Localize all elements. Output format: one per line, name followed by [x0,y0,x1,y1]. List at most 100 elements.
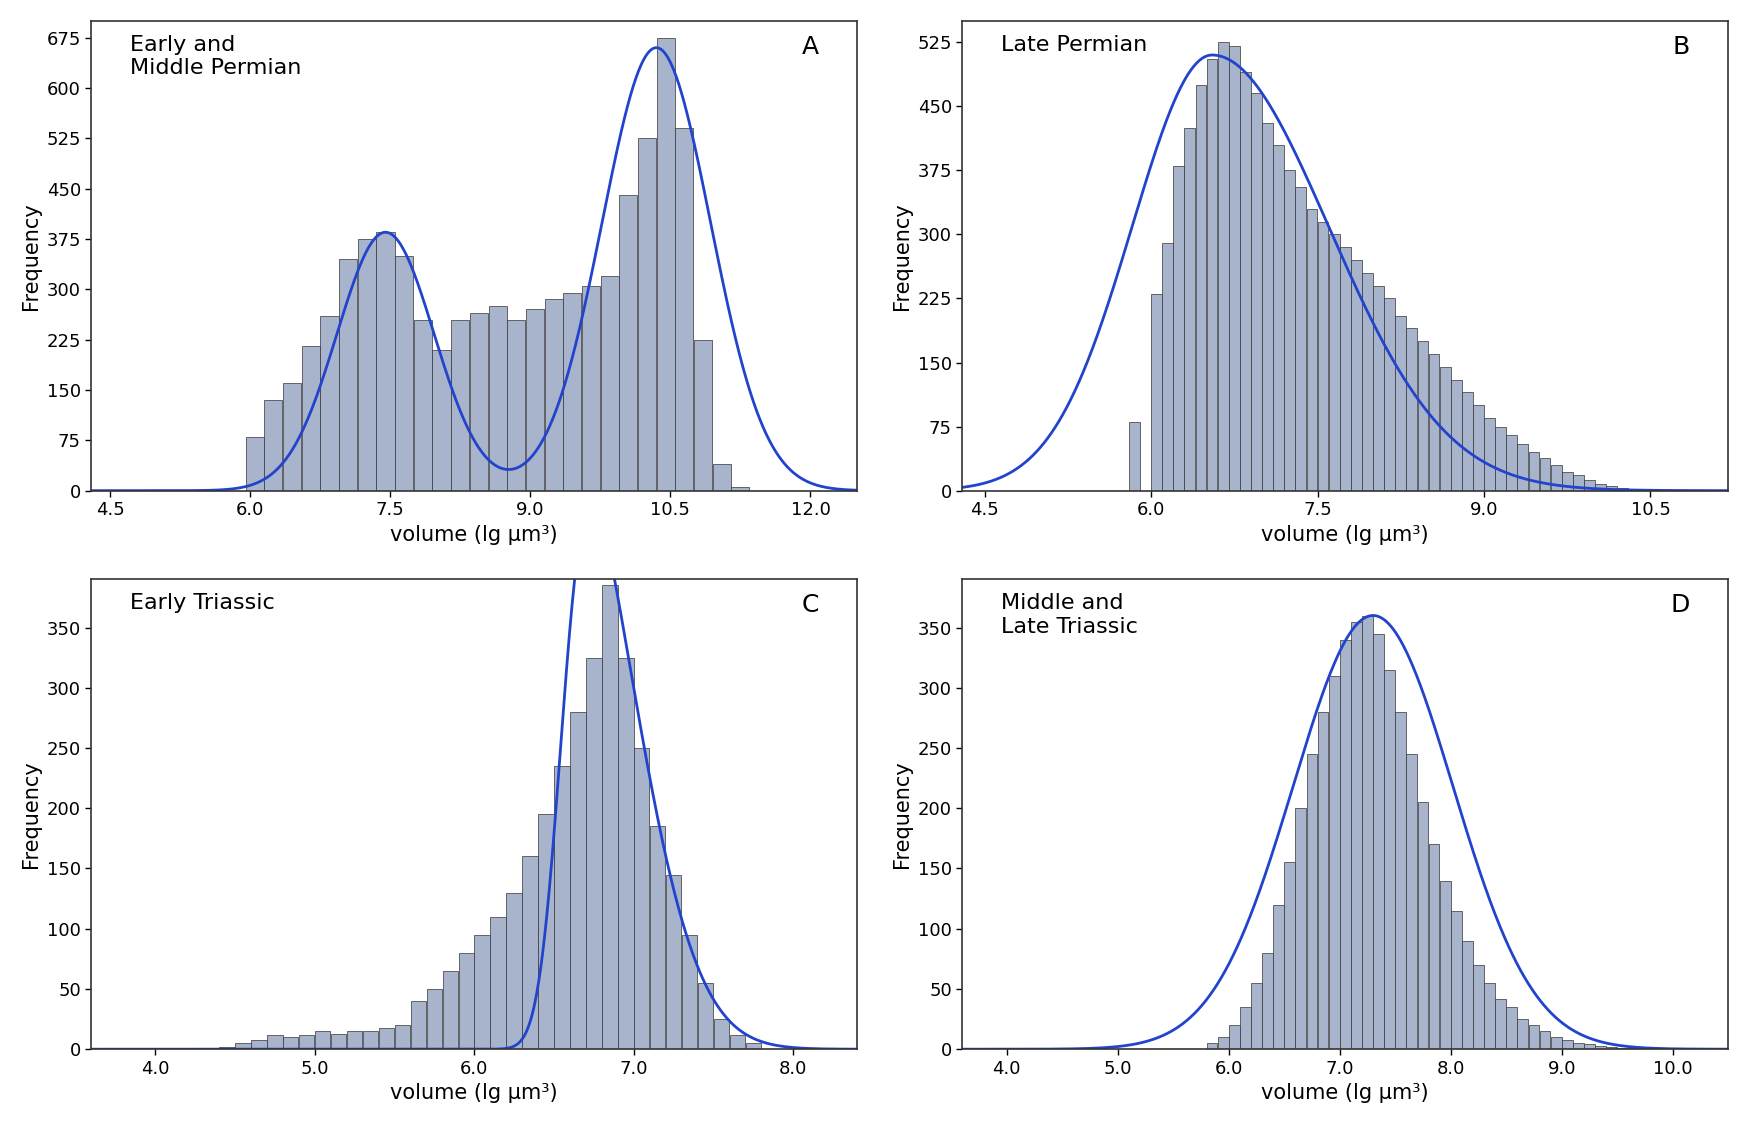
Bar [526,309,544,491]
Bar [414,319,432,491]
Y-axis label: Frequency: Frequency [891,202,911,309]
Bar [1372,285,1383,491]
Bar [432,350,451,491]
Bar [1395,316,1405,491]
Bar [339,260,357,491]
Bar [601,586,617,1049]
Bar [586,658,601,1049]
Bar [1395,711,1405,1049]
Bar [346,1031,362,1049]
Text: C: C [801,593,818,617]
Bar [666,874,682,1049]
Text: D: D [1669,593,1689,617]
Bar [1372,634,1383,1049]
Bar [694,339,711,491]
Bar [1594,483,1605,491]
Bar [451,319,468,491]
Bar [1217,43,1227,491]
Bar [458,953,474,1049]
Bar [1239,72,1250,491]
Bar [507,319,524,491]
Bar [470,312,488,491]
Bar [218,1046,234,1049]
Bar [1605,487,1617,491]
Bar [1306,754,1316,1049]
Bar [697,982,713,1049]
X-axis label: volume (lg μm³): volume (lg μm³) [390,1084,558,1103]
Bar [1505,435,1516,491]
Bar [1295,188,1306,491]
Bar [1339,247,1349,491]
Bar [1550,1037,1561,1049]
Bar [731,488,750,491]
Bar [267,1035,283,1049]
Bar [1162,243,1173,491]
Bar [1538,1031,1549,1049]
Bar [1295,808,1306,1049]
Bar [1250,93,1260,491]
Bar [1206,60,1217,491]
Bar [656,37,675,491]
Bar [395,1025,411,1049]
Bar [1528,1025,1538,1049]
Text: A: A [801,35,818,58]
Bar [427,989,442,1049]
Bar [1383,299,1395,491]
Bar [489,917,505,1049]
Bar [320,316,339,491]
Bar [1229,1025,1239,1049]
Bar [1617,1048,1627,1049]
Y-axis label: Frequency: Frequency [891,761,912,868]
Bar [1316,711,1328,1049]
Bar [411,1001,427,1049]
Bar [315,1031,330,1049]
Bar [1617,488,1627,491]
Bar [729,1035,745,1049]
Bar [1273,145,1283,491]
Bar [633,747,649,1049]
X-axis label: volume (lg μm³): volume (lg μm³) [1260,1084,1428,1103]
Bar [1383,670,1395,1049]
Bar [563,292,580,491]
Text: B: B [1671,35,1689,58]
Bar [264,400,283,491]
Bar [1584,480,1594,491]
Bar [299,1035,315,1049]
Bar [1349,260,1362,491]
Bar [1594,1045,1605,1049]
Bar [711,464,731,491]
Bar [1173,166,1183,491]
Y-axis label: Frequency: Frequency [21,761,40,868]
Bar [245,437,264,491]
Bar [1461,941,1472,1049]
Bar [442,971,458,1049]
Bar [1605,1046,1617,1049]
Bar [1451,910,1461,1049]
Bar [1306,209,1316,491]
Bar [1428,844,1439,1049]
Bar [1484,418,1495,491]
Bar [283,383,301,491]
Bar [302,346,320,491]
Bar [1339,640,1349,1049]
Bar [1495,427,1505,491]
X-axis label: volume (lg μm³): volume (lg μm³) [390,525,558,545]
Bar [330,1034,346,1049]
Bar [617,658,633,1049]
Bar [1349,622,1362,1049]
Bar [1439,880,1449,1049]
Bar [1262,953,1273,1049]
X-axis label: volume (lg μm³): volume (lg μm³) [1260,525,1428,545]
Bar [1416,803,1428,1049]
Bar [252,1040,266,1049]
Y-axis label: Frequency: Frequency [21,202,40,309]
Bar [1262,124,1273,491]
Bar [1196,85,1206,491]
Bar [582,285,600,491]
Bar [362,1031,378,1049]
Bar [713,1019,729,1049]
Bar [1472,964,1482,1049]
Bar [1405,754,1416,1049]
Text: Early Triassic: Early Triassic [129,593,274,614]
Bar [1484,982,1495,1049]
